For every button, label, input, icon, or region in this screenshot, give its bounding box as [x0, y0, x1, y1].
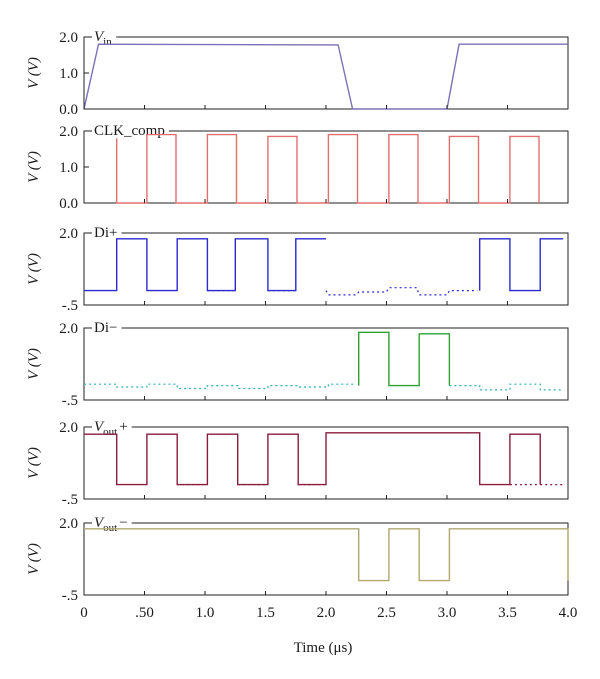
panel-2: 0.0 1.0 2.0 V (V) CLK_comp — [26, 123, 569, 212]
y-tick-label: 1.0 — [59, 66, 78, 82]
panel-title: Di− — [94, 320, 117, 336]
y-tick-label: 2.0 — [59, 516, 78, 532]
y-axis-title: V (V) — [26, 543, 42, 575]
y-axis-title: V (V) — [26, 151, 42, 183]
panel-title: Vin — [94, 29, 112, 48]
x-tick-label: 2.5 — [377, 605, 396, 621]
panel-frame — [83, 36, 569, 110]
y-tick-label: -.5 — [62, 298, 78, 314]
panel-title: Vout + — [94, 419, 128, 438]
y-axis-title: V (V) — [26, 57, 42, 89]
y-tick-label: 2.0 — [59, 30, 78, 46]
x-axis-title: Time (μs) — [294, 640, 353, 656]
series-line — [83, 43, 568, 110]
panel-title: Vout − — [94, 515, 128, 534]
panel-6: -.5 2.0 V (V) Vout − — [26, 515, 569, 604]
panel-title: Di+ — [94, 225, 117, 241]
y-tick-label: 2.0 — [59, 321, 78, 337]
series-line — [115, 133, 540, 204]
panel-title-bg — [92, 225, 122, 241]
y-tick-label: 1.0 — [59, 160, 78, 176]
series-line — [449, 383, 564, 391]
x-tick-label: 3.5 — [498, 605, 517, 621]
series-line — [84, 383, 357, 390]
panel-4: -.5 2.0 V (V) Di− — [26, 320, 569, 409]
x-tick-label: 0 — [80, 605, 88, 621]
y-tick-label: -.5 — [62, 393, 78, 409]
x-tick-label: .50 — [135, 605, 154, 621]
series-line — [84, 528, 569, 582]
series-line — [84, 238, 326, 292]
y-axis-title: V (V) — [26, 348, 42, 380]
panel-title-bg — [92, 419, 132, 438]
y-tick-label: 2.0 — [59, 420, 78, 436]
x-tick-label: 3.0 — [438, 605, 457, 621]
y-tick-label: 0.0 — [59, 196, 78, 212]
x-tick-label: 2.0 — [317, 605, 336, 621]
panel-5: -.5 2.0 V (V) Vout + — [26, 419, 569, 508]
y-tick-label: -.5 — [62, 492, 78, 508]
panel-title-bg — [92, 29, 117, 48]
y-tick-label: 2.0 — [59, 226, 78, 242]
y-tick-label: 0.0 — [59, 102, 78, 118]
x-axis: 0 .50 1.0 1.5 2.0 2.5 3.0 3.5 4.0 — [80, 605, 577, 621]
panel-1: 0.0 1.0 2.0 V (V) Vin — [26, 29, 569, 118]
panel-title: CLK_comp — [94, 123, 165, 139]
panel-frame — [83, 130, 569, 204]
x-tick-label: 1.5 — [256, 605, 275, 621]
series-line — [479, 238, 564, 292]
chart-panels: 0.0 1.0 2.0 V (V) Vin 0.0 1.0 2.0 V (V) CLK_comp -… — [26, 29, 569, 604]
y-tick-label: -.5 — [62, 588, 78, 604]
x-tick-label: 1.0 — [196, 605, 215, 621]
series-line — [325, 287, 478, 296]
series-line — [84, 432, 541, 486]
y-axis-title: V (V) — [26, 253, 42, 285]
x-tick-label: 4.0 — [559, 605, 578, 621]
y-axis-title: V (V) — [26, 447, 42, 479]
series-line — [358, 331, 451, 387]
panel-frame — [83, 232, 569, 306]
panel-frame — [83, 522, 569, 596]
panel-frame — [83, 327, 569, 401]
panel-title-bg — [92, 320, 122, 336]
panel-3: -.5 2.0 V (V) Di+ — [26, 225, 569, 314]
y-tick-label: 2.0 — [59, 124, 78, 140]
